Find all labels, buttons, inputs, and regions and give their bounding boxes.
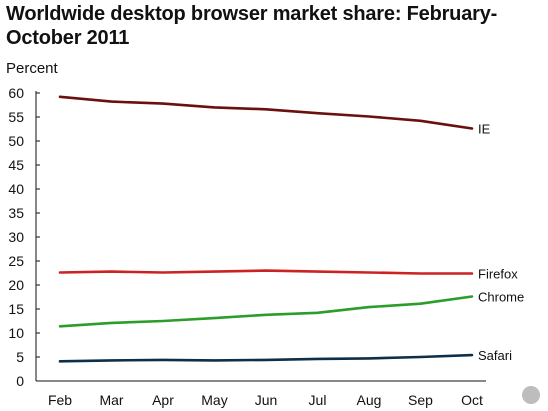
x-tick-label: Oct <box>461 392 483 408</box>
data-point-ie <box>419 120 422 122</box>
data-point-ie <box>368 115 370 118</box>
series-label-chrome: Chrome <box>478 290 524 305</box>
data-point-firefox <box>213 270 216 273</box>
data-point-safari <box>59 360 61 363</box>
y-tick-label: 35 <box>8 205 24 221</box>
y-tick-label: 25 <box>8 253 24 269</box>
series-line-ie <box>58 95 474 130</box>
data-point-firefox <box>316 270 319 273</box>
series-label-safari: Safari <box>478 348 512 363</box>
series-label-ie: IE <box>478 122 491 137</box>
x-tick-label: Sep <box>408 392 433 408</box>
series-label-firefox: Firefox <box>478 266 518 281</box>
data-point-chrome <box>419 302 422 305</box>
series-line-chrome <box>58 295 474 328</box>
data-point-ie <box>471 127 473 130</box>
x-tick-label: Jul <box>309 392 327 408</box>
data-point-chrome <box>110 322 113 324</box>
x-tick-label: Mar <box>99 392 123 408</box>
data-point-firefox <box>265 269 267 272</box>
data-point-safari <box>213 359 216 362</box>
data-point-ie <box>316 112 319 114</box>
y-tick-label: 15 <box>8 301 24 317</box>
data-point-chrome <box>162 320 164 322</box>
chart-title: Worldwide desktop browser market share: … <box>6 3 498 49</box>
data-point-safari <box>368 357 370 360</box>
y-tick-label: 40 <box>8 181 24 197</box>
data-point-safari <box>110 359 113 362</box>
data-point-chrome <box>471 295 473 298</box>
data-point-firefox <box>471 272 473 275</box>
data-point-safari <box>265 359 267 361</box>
data-point-firefox <box>110 270 113 273</box>
y-tick-label: 45 <box>8 157 24 173</box>
logo-icon <box>522 386 540 404</box>
y-tick-label: 30 <box>8 229 24 245</box>
data-point-chrome <box>213 317 216 319</box>
x-tick-label: Apr <box>152 392 174 408</box>
x-tick-label: Jun <box>255 392 278 408</box>
y-tick-label: 0 <box>16 373 24 389</box>
data-point-safari <box>471 354 473 356</box>
data-point-safari <box>316 358 319 360</box>
y-axis-label: Percent <box>6 60 58 77</box>
y-tick-label: 5 <box>16 349 24 365</box>
x-tick-label: May <box>201 392 227 408</box>
data-point-firefox <box>368 271 370 274</box>
y-tick-label: 55 <box>8 109 24 125</box>
data-point-chrome <box>316 312 319 314</box>
data-point-firefox <box>162 271 164 274</box>
data-point-ie <box>110 100 113 103</box>
y-tick-label: 60 <box>8 85 24 101</box>
data-point-ie <box>162 102 164 105</box>
data-point-safari <box>162 359 164 361</box>
data-point-ie <box>265 108 267 111</box>
y-tick-label: 50 <box>8 133 24 149</box>
data-point-ie <box>213 106 216 109</box>
data-point-chrome <box>59 325 61 328</box>
data-point-chrome <box>368 306 370 308</box>
data-point-ie <box>59 96 61 98</box>
x-tick-label: Feb <box>48 392 72 408</box>
data-point-firefox <box>59 271 61 274</box>
data-point-chrome <box>265 313 267 316</box>
data-point-firefox <box>419 272 422 275</box>
data-point-safari <box>419 356 422 358</box>
x-tick-label: Aug <box>357 392 382 408</box>
y-tick-label: 10 <box>8 325 24 341</box>
y-tick-label: 20 <box>8 277 24 293</box>
